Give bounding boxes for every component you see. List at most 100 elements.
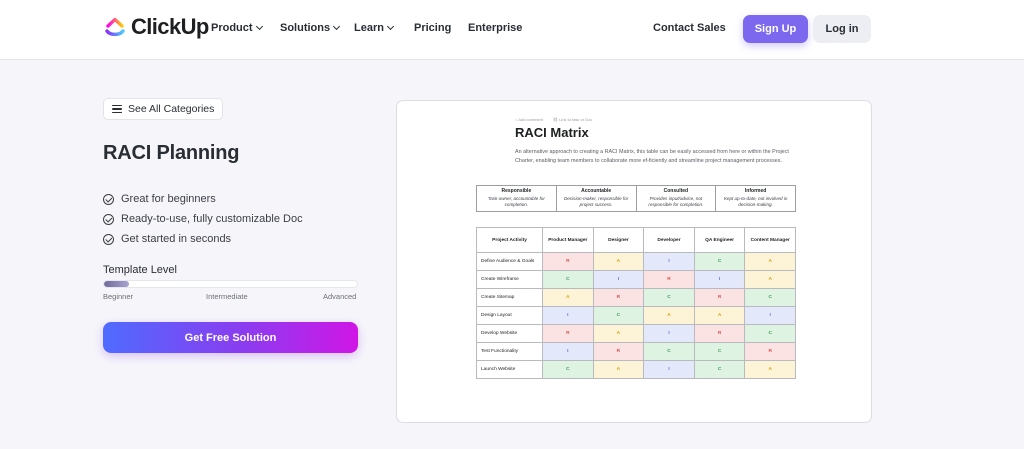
sign-up-button[interactable]: Sign Up: [743, 15, 808, 43]
column-header: Designer: [592, 227, 645, 253]
column-header: Developer: [643, 227, 695, 253]
legend-cell: Consulted Provides input/advice, not resp…: [635, 185, 717, 212]
column-header: QA Engineer: [693, 227, 746, 253]
raci-cell: A: [592, 324, 645, 343]
nav-learn[interactable]: Learn: [354, 22, 395, 34]
raci-cell: C: [643, 288, 695, 307]
raci-cell: A: [643, 306, 695, 325]
template-level-bar: [103, 280, 358, 288]
activity-cell: Create Sitemap: [476, 288, 543, 307]
raci-cell: R: [542, 252, 594, 271]
raci-legend-table: Responsible Task owner, accountable for c…: [476, 185, 796, 212]
raci-cell: C: [542, 360, 594, 379]
nav-enterprise[interactable]: Enterprise: [468, 22, 522, 34]
contact-sales-link[interactable]: Contact Sales: [653, 22, 726, 34]
level-advanced: Advanced: [323, 292, 357, 301]
table-row: Define Audience & Goals R A I C A: [476, 252, 796, 271]
raci-cell: C: [744, 288, 796, 307]
check-circle-icon: [103, 213, 114, 225]
raci-cell: R: [744, 342, 796, 361]
raci-cell: R: [592, 288, 645, 307]
doc-description: An alternative approach to creating a RA…: [515, 149, 789, 164]
nav-learn-label: Learn: [354, 22, 384, 34]
activity-cell: Test Functionality: [476, 342, 543, 361]
activity-cell: Create Wireframe: [476, 270, 543, 289]
top-navbar: ClickUp Product Solutions Learn Pricing …: [0, 0, 1024, 60]
table-row: Test Functionality I R C C R: [476, 342, 796, 361]
raci-header-row: Project Activity Product Manager Designer D…: [476, 227, 796, 253]
raci-cell: C: [643, 342, 695, 361]
legend-cell: Responsible Task owner, accountable for c…: [476, 185, 557, 212]
feature-list: Great for beginners Ready-to-use, fully …: [103, 189, 303, 249]
check-circle-icon: [103, 233, 114, 245]
activity-cell: Define Audience & Goals: [476, 252, 543, 271]
nav-pricing-label: Pricing: [414, 22, 452, 34]
column-header: Project Activity: [476, 227, 543, 253]
chevron-down-icon: [255, 22, 263, 31]
legend-text: Kept up-to-date, not involved in decisio…: [723, 196, 788, 207]
table-row: Design Layout I C A A I: [476, 306, 796, 325]
add-comment-action: ○ Add comment: [515, 117, 543, 122]
feature-item: Great for beginners: [103, 189, 303, 209]
activity-cell: Develop Website: [476, 324, 543, 343]
raci-cell: A: [592, 360, 645, 379]
raci-cell: I: [693, 270, 746, 289]
raci-cell: I: [542, 342, 594, 361]
legend-text: Decision-maker, responsible for project …: [563, 196, 629, 207]
raci-cell: C: [693, 252, 746, 271]
legend-cell: Accountable Decision-maker, responsible f…: [555, 185, 637, 212]
table-row: Create Sitemap A R C R C: [476, 288, 796, 307]
chevron-down-icon: [333, 22, 341, 31]
raci-cell: I: [643, 252, 695, 271]
logo-text: ClickUp: [131, 14, 209, 39]
nav-solutions-label: Solutions: [280, 22, 331, 34]
activity-cell: Design Layout: [476, 306, 543, 325]
table-row: Develop Website R A I R C: [476, 324, 796, 343]
raci-cell: A: [744, 270, 796, 289]
column-header: Content Manager: [744, 227, 796, 253]
template-preview: ○ Add comment ⛓ Link to task or Doc RACI…: [396, 100, 872, 423]
get-free-solution-button[interactable]: Get Free Solution: [103, 322, 358, 353]
table-row: Create Wireframe C I R I A: [476, 270, 796, 289]
doc-title: RACI Matrix: [515, 125, 589, 140]
see-all-categories-button[interactable]: See All Categories: [103, 98, 224, 120]
template-level-fill: [104, 281, 130, 287]
raci-cell: R: [542, 324, 594, 343]
legend-heading: Accountable: [581, 188, 612, 194]
raci-cell: A: [693, 306, 746, 325]
raci-cell: R: [643, 270, 695, 289]
raci-cell: C: [592, 306, 645, 325]
legend-text: Task owner, accountable for completion.: [487, 196, 545, 207]
raci-cell: C: [542, 270, 594, 289]
raci-cell: A: [744, 360, 796, 379]
raci-cell: C: [693, 342, 746, 361]
see-all-categories-label: See All Categories: [128, 103, 215, 115]
list-icon: [112, 105, 122, 113]
log-in-button[interactable]: Log in: [813, 15, 871, 43]
logo[interactable]: ClickUp: [104, 14, 209, 40]
raci-cell: A: [744, 252, 796, 271]
raci-cell: C: [693, 360, 746, 379]
feature-item: Ready-to-use, fully customizable Doc: [103, 209, 303, 229]
link-task-label: Link to task or Doc: [559, 117, 593, 122]
activity-cell: Launch Website: [476, 360, 543, 379]
raci-cell: C: [744, 324, 796, 343]
column-header: Product Manager: [542, 227, 594, 253]
add-comment-label: Add comment: [518, 117, 543, 122]
link-task-action: ⛓ Link to task or Doc: [553, 117, 593, 122]
nav-product[interactable]: Product: [211, 22, 263, 34]
nav-pricing[interactable]: Pricing: [414, 22, 451, 34]
check-circle-icon: [103, 193, 114, 205]
nav-enterprise-label: Enterprise: [468, 22, 523, 34]
raci-cell: I: [592, 270, 645, 289]
feature-text: Get started in seconds: [121, 233, 232, 245]
level-intermediate: Intermediate: [206, 292, 248, 301]
level-beginner: Beginner: [103, 292, 134, 301]
chevron-down-icon: [386, 22, 395, 31]
nav-solutions[interactable]: Solutions: [280, 22, 341, 34]
raci-body: Define Audience & Goals R A I C A Create Wiref…: [476, 252, 796, 379]
page-title: RACI Planning: [103, 142, 240, 164]
raci-cell: R: [592, 342, 645, 361]
raci-cell: R: [693, 288, 746, 307]
table-row: Launch Website C A I C A: [476, 360, 796, 379]
